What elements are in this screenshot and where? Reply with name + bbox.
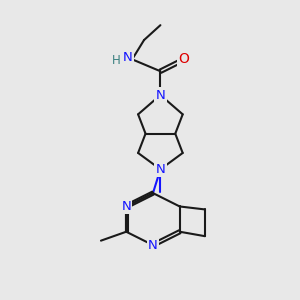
Text: N: N	[155, 163, 165, 176]
Text: H: H	[112, 54, 121, 67]
Text: O: O	[179, 52, 190, 66]
Text: N: N	[121, 200, 131, 213]
Text: N: N	[148, 238, 158, 252]
Text: N: N	[155, 88, 165, 101]
Text: N: N	[123, 51, 133, 64]
